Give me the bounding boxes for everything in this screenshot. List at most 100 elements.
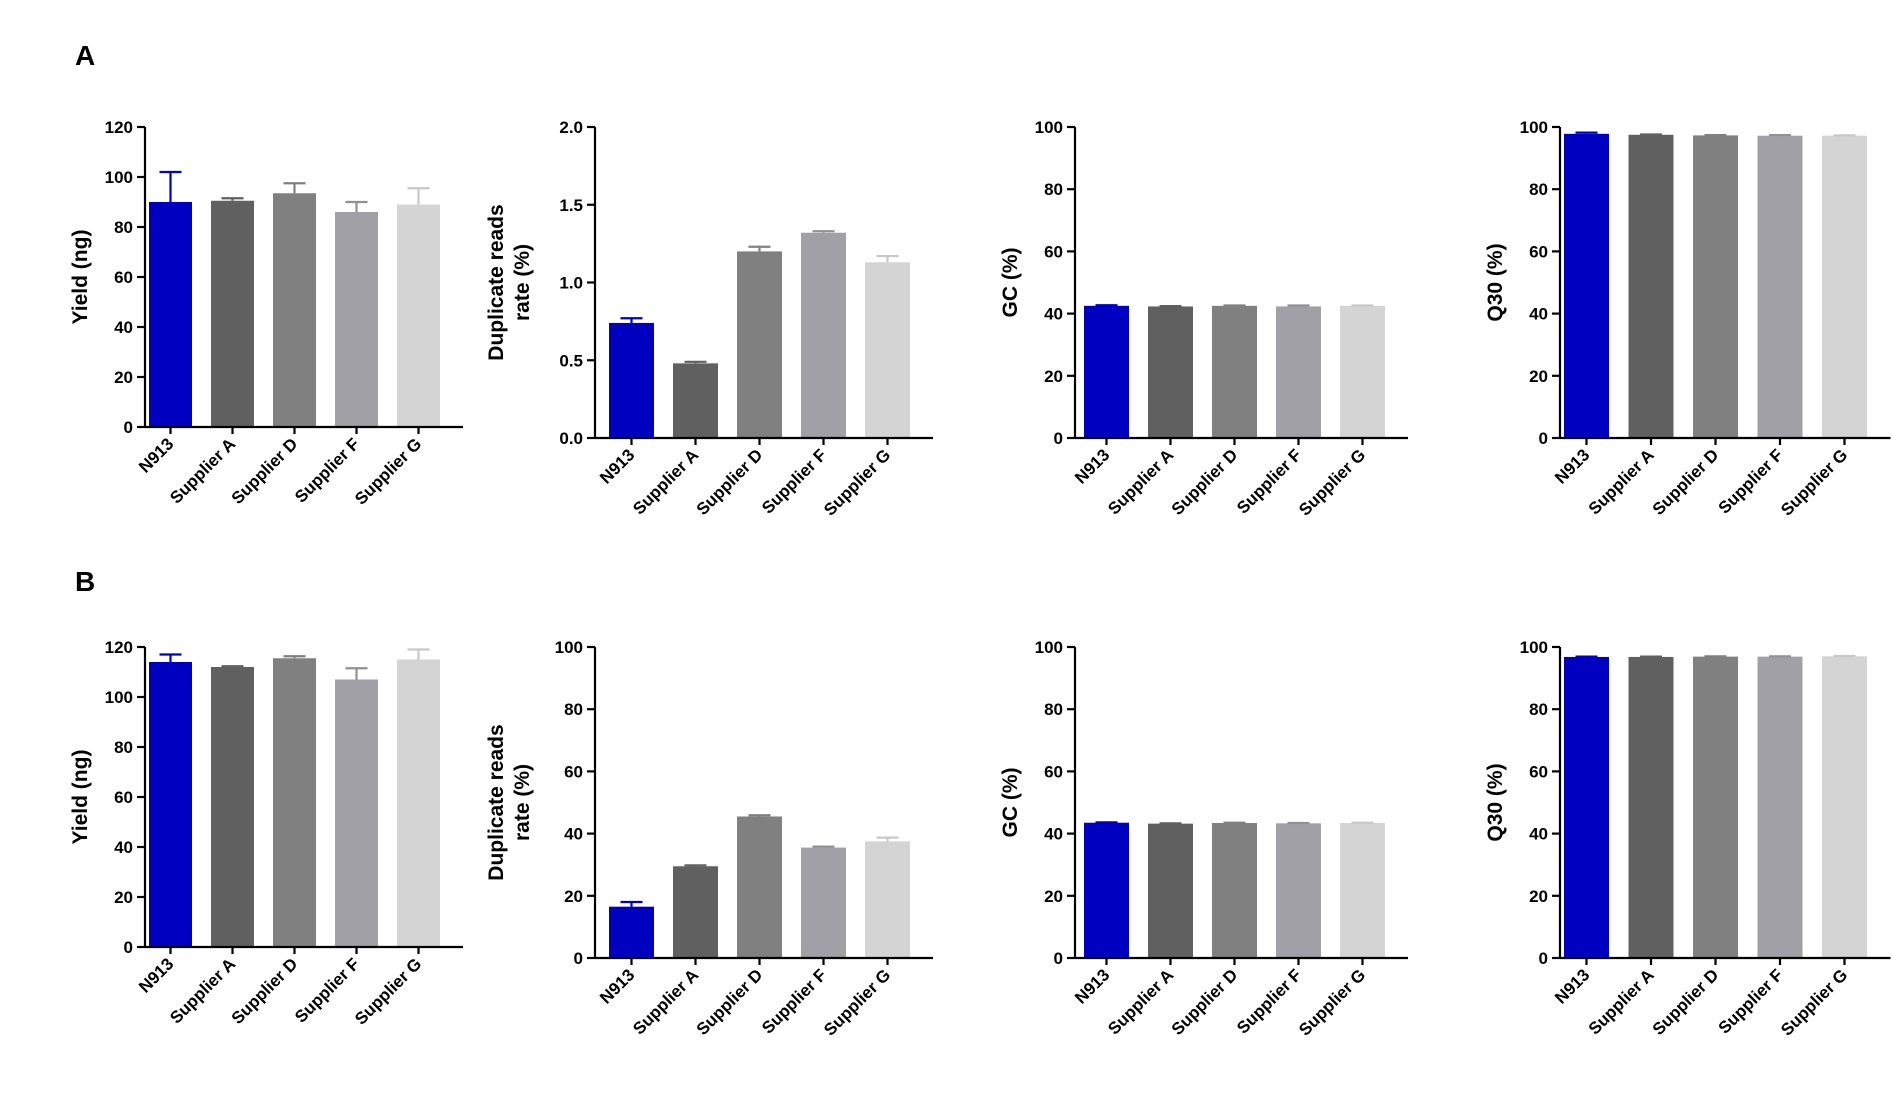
y-tick-label: 80 (114, 738, 133, 757)
y-tick-label: 40 (114, 318, 133, 337)
error-bar-supplier-a (221, 197, 244, 201)
x-tick-label-supplier-a: Supplier A (1585, 445, 1658, 518)
y-tick-label: 20 (564, 887, 583, 906)
error-bar-supplier-f (1287, 304, 1310, 307)
x-tick-label-supplier-a: Supplier A (629, 965, 702, 1038)
y-tick-label: 60 (1044, 242, 1063, 261)
error-bar-n913 (159, 653, 182, 662)
y-tick-label: 60 (1044, 762, 1063, 781)
bar-supplier-d (1212, 305, 1257, 438)
error-bar-supplier-f (1769, 133, 1791, 137)
bar-supplier-d (737, 251, 782, 438)
bar-supplier-g (397, 204, 440, 427)
x-tick-label-supplier-a: Supplier A (1104, 965, 1177, 1038)
y-tick-label: 120 (105, 118, 133, 137)
bar-n913 (609, 906, 654, 958)
x-tick-label-supplier-f: Supplier F (1715, 445, 1787, 517)
y-tick-label: 100 (1520, 638, 1548, 657)
x-tick-label-supplier-d: Supplier D (1649, 445, 1723, 519)
x-tick-label-supplier-d: Supplier D (693, 965, 767, 1039)
y-axis-title: Yield (ng) (69, 230, 92, 325)
x-tick-label-supplier-a: Supplier A (1104, 445, 1177, 518)
error-bar-n913 (1575, 131, 1598, 134)
bar-supplier-f (801, 847, 846, 958)
x-tick-label-supplier-d: Supplier D (228, 954, 302, 1028)
error-bar-n913 (620, 900, 643, 907)
error-bar-supplier-d (748, 814, 771, 817)
y-tick-label: 20 (1529, 887, 1548, 906)
x-tick-label-supplier-a: Supplier A (629, 445, 702, 518)
x-tick-label-n913: N913 (135, 954, 177, 996)
y-tick-label: 80 (1529, 180, 1548, 199)
x-tick-label-supplier-g: Supplier G (820, 445, 894, 519)
y-tick-label: 0 (1539, 429, 1548, 448)
bar-supplier-a (1148, 306, 1193, 438)
error-bar-supplier-d (283, 182, 306, 194)
x-tick-label-supplier-a: Supplier A (166, 954, 239, 1027)
error-bar-n913 (1095, 304, 1118, 307)
y-tick-label: 60 (114, 788, 133, 807)
bar-supplier-d (1212, 823, 1257, 958)
bar-supplier-a (673, 363, 718, 438)
y-axis-title: GC (%) (999, 768, 1022, 838)
x-tick-label-supplier-g: Supplier G (820, 965, 894, 1039)
x-tick-label-supplier-d: Supplier D (228, 434, 302, 508)
bar-supplier-g (1822, 135, 1867, 438)
x-tick-label-supplier-g: Supplier G (1777, 445, 1851, 519)
x-tick-label-supplier-d: Supplier D (1168, 445, 1242, 519)
bar-supplier-d (1693, 656, 1738, 958)
y-tick-label: 100 (105, 168, 133, 187)
y-tick-label: 20 (114, 888, 133, 907)
error-bar-supplier-d (748, 245, 771, 252)
bar-n913 (1564, 133, 1609, 439)
y-tick-label: 20 (114, 368, 133, 387)
y-tick-label: 0 (574, 949, 583, 968)
x-tick-label-n913: N913 (596, 965, 638, 1007)
bar-supplier-f (1757, 135, 1803, 438)
error-bar-supplier-f (345, 200, 368, 212)
y-tick-label: 100 (1035, 638, 1063, 657)
bar-supplier-f (335, 679, 378, 947)
bar-supplier-g (397, 659, 440, 947)
bar-supplier-g (865, 841, 910, 958)
y-tick-label: 40 (1529, 305, 1548, 324)
bar-n913 (1084, 305, 1129, 438)
y-tick-label: 2.0 (559, 118, 583, 137)
error-bar-supplier-f (345, 667, 368, 680)
y-tick-label: 40 (564, 825, 583, 844)
y-tick-label: 80 (114, 218, 133, 237)
bar-n913 (149, 202, 192, 427)
error-bar-supplier-f (812, 230, 835, 233)
error-bar-supplier-a (684, 360, 707, 364)
x-tick-label-supplier-g: Supplier G (351, 434, 425, 508)
x-tick-label-supplier-g: Supplier G (1295, 965, 1369, 1039)
x-tick-label-supplier-d: Supplier D (1168, 965, 1242, 1039)
bar-supplier-f (1276, 306, 1321, 438)
x-tick-label-supplier-g: Supplier G (351, 954, 425, 1028)
y-axis-title: Duplicate reads (485, 204, 508, 360)
error-bar-supplier-g (876, 254, 899, 263)
y-axis-title: rate (%) (511, 244, 534, 321)
bar-supplier-d (273, 658, 316, 947)
error-bar-n913 (159, 170, 182, 202)
bar-n913 (609, 322, 654, 438)
bar-supplier-a (1148, 823, 1193, 958)
error-bar-supplier-g (407, 648, 430, 660)
y-tick-label: 80 (564, 700, 583, 719)
x-tick-label-n913: N913 (596, 445, 638, 487)
y-tick-label: 0 (124, 418, 133, 437)
y-tick-label: 100 (105, 688, 133, 707)
bar-n913 (1564, 656, 1609, 958)
error-bar-supplier-g (407, 187, 430, 205)
x-tick-label-supplier-a: Supplier A (1585, 965, 1658, 1038)
bar-supplier-a (1628, 134, 1674, 438)
bar-n913 (149, 662, 192, 947)
y-tick-label: 40 (114, 838, 133, 857)
y-axis-title: Q30 (%) (1484, 763, 1507, 841)
